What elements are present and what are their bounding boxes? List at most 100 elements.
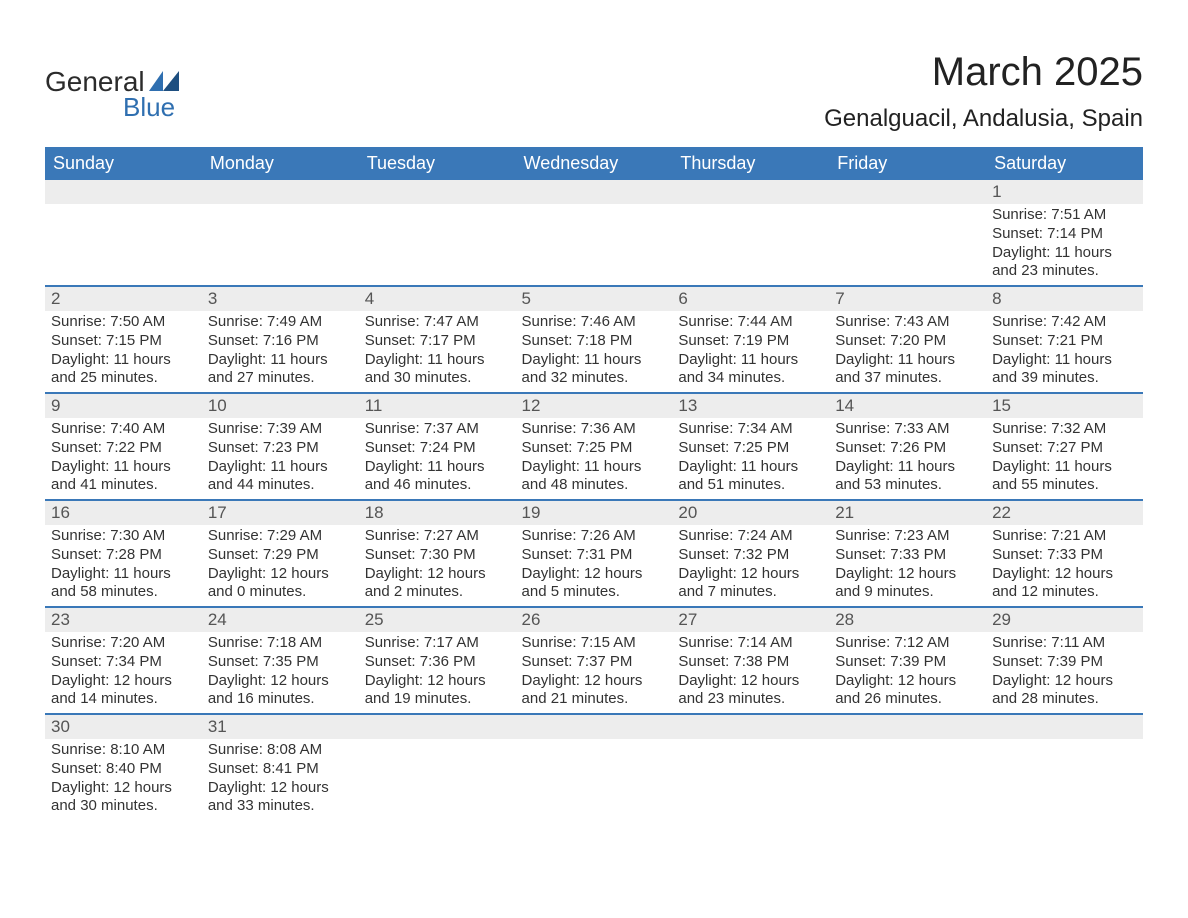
sunrise-text: Sunrise: 7:42 AM: [992, 313, 1137, 332]
calendar-day-cell: 23Sunrise: 7:20 AMSunset: 7:34 PMDayligh…: [45, 607, 202, 714]
day-number: [829, 180, 986, 204]
calendar-day-cell: [516, 180, 673, 286]
calendar-day-cell: 5Sunrise: 7:46 AMSunset: 7:18 PMDaylight…: [516, 286, 673, 393]
day-number: 9: [45, 394, 202, 418]
daylight-text-2: and 2 minutes.: [365, 583, 510, 602]
sunset-text: Sunset: 7:31 PM: [522, 546, 667, 565]
sunset-text: Sunset: 7:27 PM: [992, 439, 1137, 458]
day-content: Sunrise: 7:29 AMSunset: 7:29 PMDaylight:…: [202, 525, 359, 606]
daylight-text-1: Daylight: 11 hours: [208, 458, 353, 477]
sunset-text: Sunset: 7:37 PM: [522, 653, 667, 672]
day-number: [986, 715, 1143, 739]
calendar-week-row: 23Sunrise: 7:20 AMSunset: 7:34 PMDayligh…: [45, 607, 1143, 714]
day-number: 1: [986, 180, 1143, 204]
daylight-text-1: Daylight: 11 hours: [992, 458, 1137, 477]
daylight-text-2: and 9 minutes.: [835, 583, 980, 602]
calendar-day-cell: 12Sunrise: 7:36 AMSunset: 7:25 PMDayligh…: [516, 393, 673, 500]
day-content: Sunrise: 7:20 AMSunset: 7:34 PMDaylight:…: [45, 632, 202, 713]
sunrise-text: Sunrise: 7:46 AM: [522, 313, 667, 332]
day-content: [202, 204, 359, 285]
daylight-text-1: Daylight: 11 hours: [51, 351, 196, 370]
calendar-day-cell: 14Sunrise: 7:33 AMSunset: 7:26 PMDayligh…: [829, 393, 986, 500]
sunrise-text: Sunrise: 7:30 AM: [51, 527, 196, 546]
sunset-text: Sunset: 7:30 PM: [365, 546, 510, 565]
weekday-header: Sunday: [45, 147, 202, 180]
day-number: 10: [202, 394, 359, 418]
calendar-table: Sunday Monday Tuesday Wednesday Thursday…: [45, 147, 1143, 820]
weekday-header: Wednesday: [516, 147, 673, 180]
day-content: Sunrise: 7:17 AMSunset: 7:36 PMDaylight:…: [359, 632, 516, 713]
sunrise-text: Sunrise: 7:40 AM: [51, 420, 196, 439]
calendar-day-cell: [516, 714, 673, 820]
day-number: 20: [672, 501, 829, 525]
day-content: Sunrise: 7:14 AMSunset: 7:38 PMDaylight:…: [672, 632, 829, 713]
day-content: Sunrise: 7:43 AMSunset: 7:20 PMDaylight:…: [829, 311, 986, 392]
daylight-text-1: Daylight: 11 hours: [208, 351, 353, 370]
day-content: Sunrise: 7:36 AMSunset: 7:25 PMDaylight:…: [516, 418, 673, 499]
weekday-header: Tuesday: [359, 147, 516, 180]
sunset-text: Sunset: 7:28 PM: [51, 546, 196, 565]
sunrise-text: Sunrise: 7:43 AM: [835, 313, 980, 332]
daylight-text-1: Daylight: 12 hours: [678, 565, 823, 584]
day-content: Sunrise: 7:32 AMSunset: 7:27 PMDaylight:…: [986, 418, 1143, 499]
daylight-text-2: and 16 minutes.: [208, 690, 353, 709]
calendar-week-row: 1Sunrise: 7:51 AMSunset: 7:14 PMDaylight…: [45, 180, 1143, 286]
daylight-text-2: and 30 minutes.: [365, 369, 510, 388]
daylight-text-1: Daylight: 12 hours: [678, 672, 823, 691]
sunrise-text: Sunrise: 7:27 AM: [365, 527, 510, 546]
calendar-week-row: 9Sunrise: 7:40 AMSunset: 7:22 PMDaylight…: [45, 393, 1143, 500]
calendar-day-cell: 18Sunrise: 7:27 AMSunset: 7:30 PMDayligh…: [359, 500, 516, 607]
weekday-header-row: Sunday Monday Tuesday Wednesday Thursday…: [45, 147, 1143, 180]
sunset-text: Sunset: 7:16 PM: [208, 332, 353, 351]
weekday-header: Thursday: [672, 147, 829, 180]
daylight-text-1: Daylight: 12 hours: [992, 565, 1137, 584]
day-content: [45, 204, 202, 285]
calendar-day-cell: [359, 180, 516, 286]
daylight-text-2: and 7 minutes.: [678, 583, 823, 602]
calendar-day-cell: [986, 714, 1143, 820]
day-content: Sunrise: 7:21 AMSunset: 7:33 PMDaylight:…: [986, 525, 1143, 606]
day-content: [672, 204, 829, 285]
day-content: Sunrise: 7:27 AMSunset: 7:30 PMDaylight:…: [359, 525, 516, 606]
daylight-text-2: and 27 minutes.: [208, 369, 353, 388]
daylight-text-2: and 21 minutes.: [522, 690, 667, 709]
day-number: 19: [516, 501, 673, 525]
day-number: 12: [516, 394, 673, 418]
day-number: [672, 715, 829, 739]
day-content: Sunrise: 7:34 AMSunset: 7:25 PMDaylight:…: [672, 418, 829, 499]
day-number: 14: [829, 394, 986, 418]
title-location: Genalguacil, Andalusia, Spain: [824, 105, 1143, 133]
daylight-text-1: Daylight: 11 hours: [678, 351, 823, 370]
daylight-text-1: Daylight: 11 hours: [835, 458, 980, 477]
calendar-day-cell: 10Sunrise: 7:39 AMSunset: 7:23 PMDayligh…: [202, 393, 359, 500]
day-number: 22: [986, 501, 1143, 525]
daylight-text-2: and 25 minutes.: [51, 369, 196, 388]
day-content: Sunrise: 7:47 AMSunset: 7:17 PMDaylight:…: [359, 311, 516, 392]
day-content: [359, 739, 516, 745]
sunset-text: Sunset: 7:26 PM: [835, 439, 980, 458]
day-content: Sunrise: 7:40 AMSunset: 7:22 PMDaylight:…: [45, 418, 202, 499]
sunset-text: Sunset: 7:24 PM: [365, 439, 510, 458]
day-number: 31: [202, 715, 359, 739]
sunset-text: Sunset: 7:33 PM: [835, 546, 980, 565]
day-number: 7: [829, 287, 986, 311]
daylight-text-1: Daylight: 12 hours: [208, 672, 353, 691]
sunrise-text: Sunrise: 8:10 AM: [51, 741, 196, 760]
calendar-week-row: 2Sunrise: 7:50 AMSunset: 7:15 PMDaylight…: [45, 286, 1143, 393]
sunrise-text: Sunrise: 7:11 AM: [992, 634, 1137, 653]
sunset-text: Sunset: 7:34 PM: [51, 653, 196, 672]
daylight-text-2: and 14 minutes.: [51, 690, 196, 709]
day-number: [516, 180, 673, 204]
title-block: March 2025 Genalguacil, Andalusia, Spain: [824, 30, 1143, 141]
day-content: Sunrise: 7:39 AMSunset: 7:23 PMDaylight:…: [202, 418, 359, 499]
calendar-day-cell: [45, 180, 202, 286]
daylight-text-1: Daylight: 12 hours: [365, 672, 510, 691]
daylight-text-1: Daylight: 11 hours: [522, 458, 667, 477]
sunrise-text: Sunrise: 7:34 AM: [678, 420, 823, 439]
calendar-day-cell: 7Sunrise: 7:43 AMSunset: 7:20 PMDaylight…: [829, 286, 986, 393]
sunrise-text: Sunrise: 7:24 AM: [678, 527, 823, 546]
day-content: Sunrise: 7:11 AMSunset: 7:39 PMDaylight:…: [986, 632, 1143, 713]
day-content: [516, 739, 673, 745]
daylight-text-2: and 44 minutes.: [208, 476, 353, 495]
calendar-day-cell: 11Sunrise: 7:37 AMSunset: 7:24 PMDayligh…: [359, 393, 516, 500]
